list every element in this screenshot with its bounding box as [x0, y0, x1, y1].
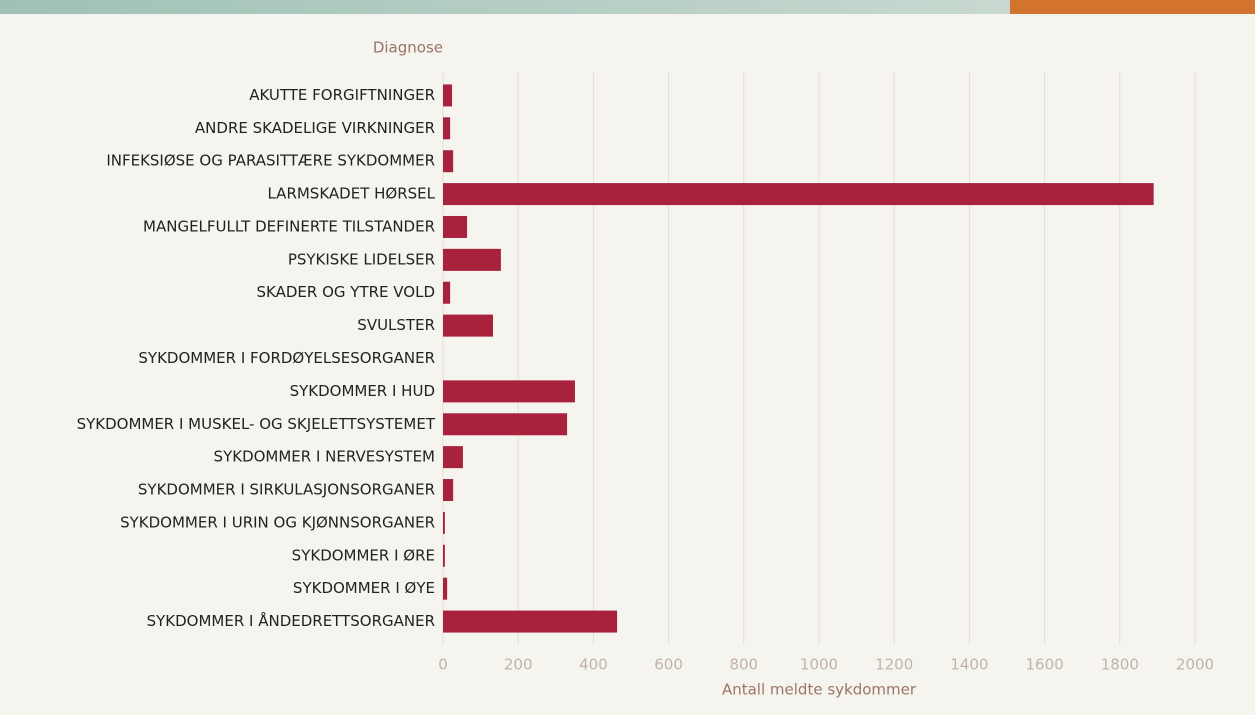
x-tick-label: 600	[654, 656, 683, 674]
bar	[443, 544, 445, 567]
y-tick-label: SYKDOMMER I URIN OG KJØNNSORGANER	[120, 513, 435, 531]
y-tick-label: LARMSKADET HØRSEL	[267, 185, 435, 203]
y-tick-label: SYKDOMMER I FORDØYELSESORGANER	[138, 349, 435, 367]
y-tick-label: SYKDOMMER I MUSKEL- OG SKJELETTSYSTEMET	[77, 415, 436, 433]
header-image	[1010, 0, 1255, 14]
x-tick-label: 2000	[1176, 656, 1214, 674]
bar	[443, 446, 463, 469]
bar	[443, 183, 1154, 206]
x-tick-label: 400	[579, 656, 608, 674]
y-axis-title: Diagnose	[373, 39, 443, 57]
x-tick-label: 1000	[800, 656, 838, 674]
y-tick-label: SKADER OG YTRE VOLD	[257, 283, 435, 301]
x-tick-label: 1800	[1101, 656, 1139, 674]
header-band	[0, 0, 1255, 14]
bar	[443, 281, 451, 304]
bar	[443, 314, 494, 337]
bar	[443, 117, 451, 140]
x-tick-label: 1400	[950, 656, 988, 674]
bar	[443, 610, 618, 633]
x-tick-label: 200	[504, 656, 533, 674]
x-tick-label: 800	[729, 656, 758, 674]
y-tick-label: SYKDOMMER I ÅNDEDRETTSORGANER	[147, 611, 435, 630]
y-tick-label: SYKDOMMER I ØRE	[292, 546, 435, 564]
x-axis-title: Antall meldte sykdommer	[722, 681, 917, 699]
y-tick-label: SYKDOMMER I HUD	[290, 382, 435, 400]
y-tick-label: SYKDOMMER I ØYE	[293, 579, 435, 597]
y-tick-label: INFEKSIØSE OG PARASITTÆRE SYKDOMMER	[106, 152, 435, 170]
y-tick-label: MANGELFULLT DEFINERTE TILSTANDER	[143, 217, 435, 235]
x-tick-label: 0	[438, 656, 448, 674]
x-tick-label: 1200	[875, 656, 913, 674]
bar	[443, 577, 448, 600]
bar	[443, 380, 575, 403]
y-tick-label: PSYKISKE LIDELSER	[288, 250, 435, 268]
y-tick-label: ANDRE SKADELIGE VIRKNINGER	[195, 119, 435, 137]
bar	[443, 511, 445, 534]
bar	[443, 479, 454, 502]
x-tick-label: 1600	[1026, 656, 1064, 674]
bar	[443, 215, 468, 238]
y-tick-label: SYKDOMMER I NERVESYSTEM	[214, 448, 435, 466]
y-tick-label: SVULSTER	[357, 316, 435, 334]
bar	[443, 150, 454, 173]
y-tick-label: SYKDOMMER I SIRKULASJONSORGANER	[138, 481, 435, 499]
y-tick-label: AKUTTE FORGIFTNINGER	[249, 86, 435, 104]
bar	[443, 413, 568, 436]
bar	[443, 84, 453, 107]
bar	[443, 248, 501, 271]
